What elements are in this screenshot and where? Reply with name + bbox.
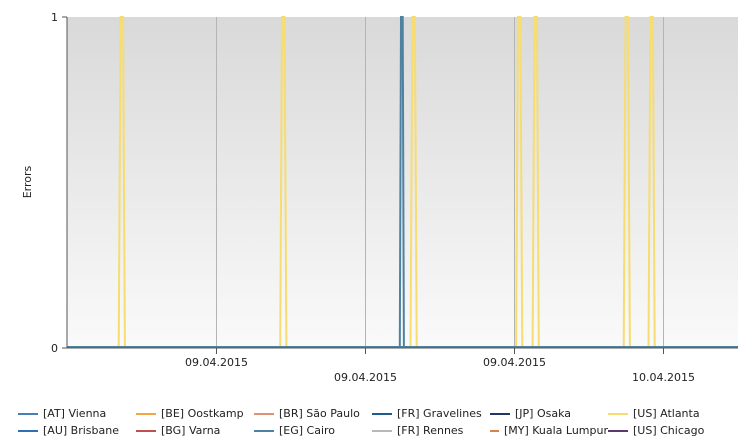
legend-item[interactable]: [AU] Brisbane (18, 422, 136, 439)
legend-item[interactable]: [BR] São Paulo (254, 405, 372, 422)
legend-swatch (372, 412, 392, 415)
x-ticks: 09.04.2015 09.04.2015 09.04.2015 10.04.2015 (185, 348, 695, 384)
grid-lines (216, 17, 664, 348)
legend-swatch (18, 412, 38, 415)
legend-label: [AT] Vienna (43, 407, 107, 420)
legend-swatch (136, 429, 156, 432)
series-spike (647, 16, 656, 349)
legend-item[interactable]: [EG] Cairo (254, 422, 372, 439)
y-tick-label: 1 (51, 11, 58, 24)
series-spike (622, 16, 631, 349)
x-tick-label: 09.04.2015 (483, 356, 546, 369)
legend-swatch (490, 412, 510, 415)
series-spike (398, 16, 405, 349)
legend-label: [BG] Varna (161, 424, 221, 437)
x-tick-label: 09.04.2015 (334, 371, 397, 384)
legend-item[interactable]: [MY] Kuala Lumpur (490, 422, 608, 439)
chart: 01 09.04.201509.04.201509.04.201510.04.2… (21, 11, 738, 384)
series-spike (531, 16, 540, 349)
legend-label: [US] Atlanta (633, 407, 700, 420)
series-spike (409, 16, 418, 349)
legend-swatch (608, 429, 628, 432)
y-tick-label: 0 (51, 342, 58, 355)
x-tick-label: 10.04.2015 (632, 371, 695, 384)
y-axis-title: Errors (21, 165, 34, 198)
legend-swatch (254, 429, 274, 432)
legend-label: [JP] Osaka (515, 407, 572, 420)
series-spike (515, 16, 524, 349)
series-lines (67, 16, 738, 349)
legend-label: [BE] Oostkamp (161, 407, 244, 420)
legend-swatch (372, 429, 392, 432)
legend-item[interactable]: [JP] Osaka (490, 405, 608, 422)
legend-item[interactable]: [FR] Gravelines (372, 405, 490, 422)
legend-item[interactable]: [FR] Rennes (372, 422, 490, 439)
legend-swatch (18, 429, 38, 432)
legend-label: [FR] Gravelines (397, 407, 482, 420)
legend-label: [AU] Brisbane (43, 424, 119, 437)
legend-label: [MY] Kuala Lumpur (503, 424, 608, 437)
legend-item[interactable]: [US] Chicago (608, 422, 726, 439)
legend-label: [FR] Rennes (397, 424, 464, 437)
legend-label: [BR] São Paulo (279, 407, 360, 420)
legend-item[interactable]: [BG] Varna (136, 422, 254, 439)
x-tick-label: 09.04.2015 (185, 356, 248, 369)
series-spike (117, 16, 126, 349)
legend-label: [US] Chicago (633, 424, 705, 437)
y-ticks: 01 (51, 11, 67, 355)
legend-swatch (490, 429, 499, 432)
legend-item[interactable]: [AT] Vienna (18, 405, 136, 422)
legend-item[interactable]: [BE] Oostkamp (136, 405, 254, 422)
legend-swatch (136, 412, 156, 415)
legend: [AT] Vienna [AU] Brisbane [BE] Oostkamp [BG… (18, 405, 738, 439)
legend-swatch (608, 412, 628, 415)
legend-label: [EG] Cairo (279, 424, 336, 437)
legend-item[interactable]: [US] Atlanta (608, 405, 726, 422)
legend-swatch (254, 412, 274, 415)
series-spike (279, 16, 288, 349)
